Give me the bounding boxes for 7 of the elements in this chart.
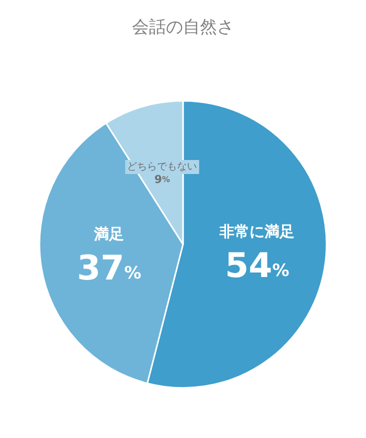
slice-label: 非常に満足 <box>218 222 295 241</box>
data-label: 54% <box>224 246 290 286</box>
chart-title: 会話の自然さ <box>132 18 234 38</box>
data-label: 9% <box>154 173 170 186</box>
data-label: 37% <box>76 248 142 289</box>
slice-label: どちらでもない <box>127 162 198 173</box>
slice-label: 満足 <box>93 225 124 244</box>
